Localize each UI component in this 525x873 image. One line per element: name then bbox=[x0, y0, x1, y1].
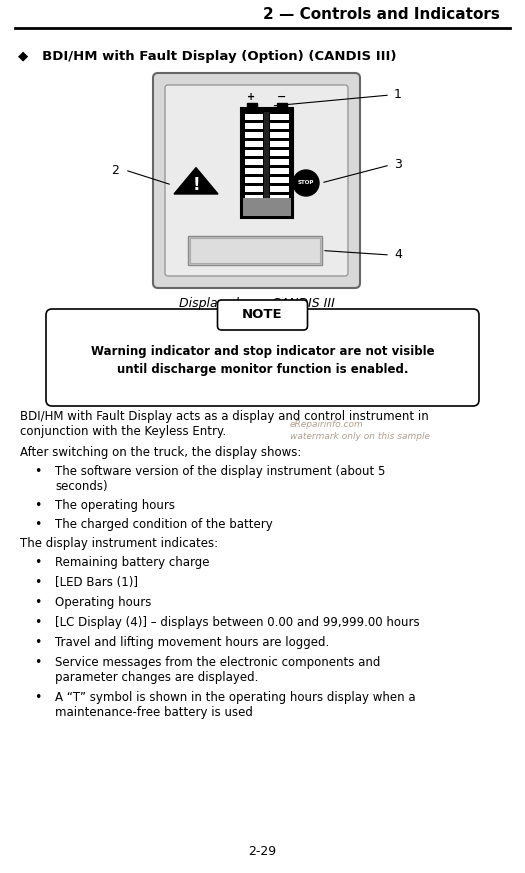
Bar bbox=[270, 141, 289, 147]
Bar bbox=[247, 103, 257, 108]
Bar bbox=[240, 108, 292, 218]
Bar bbox=[270, 195, 289, 201]
Text: The charged condition of the battery: The charged condition of the battery bbox=[55, 518, 273, 531]
Text: −: − bbox=[277, 92, 286, 102]
Text: BDI/HM with Fault Display acts as a display and control instrument in: BDI/HM with Fault Display acts as a disp… bbox=[20, 410, 429, 423]
Text: conjunction with the Keyless Entry.: conjunction with the Keyless Entry. bbox=[20, 425, 226, 438]
Text: maintenance-free battery is used: maintenance-free battery is used bbox=[55, 706, 253, 719]
Text: +: + bbox=[247, 92, 256, 102]
Text: •: • bbox=[34, 465, 41, 478]
Text: •: • bbox=[34, 556, 41, 569]
Text: The display instrument indicates:: The display instrument indicates: bbox=[20, 537, 218, 550]
Bar bbox=[245, 114, 263, 120]
Text: watermark only on this sample: watermark only on this sample bbox=[290, 432, 430, 441]
Bar bbox=[270, 177, 289, 183]
FancyBboxPatch shape bbox=[153, 73, 360, 288]
Text: 2 — Controls and Indicators: 2 — Controls and Indicators bbox=[263, 7, 500, 22]
Text: Display shows CANDIS III: Display shows CANDIS III bbox=[178, 297, 334, 310]
Text: The software version of the display instrument (about 5: The software version of the display inst… bbox=[55, 465, 385, 478]
Text: 1: 1 bbox=[394, 88, 402, 101]
Text: NOTE: NOTE bbox=[242, 308, 283, 321]
Text: Service messages from the electronic components and: Service messages from the electronic com… bbox=[55, 656, 381, 669]
Text: STOP: STOP bbox=[298, 181, 314, 185]
FancyBboxPatch shape bbox=[46, 309, 479, 406]
Text: [LED Bars (1)]: [LED Bars (1)] bbox=[55, 576, 138, 589]
Text: •: • bbox=[34, 656, 41, 669]
Text: Warning indicator and stop indicator are not visible: Warning indicator and stop indicator are… bbox=[91, 345, 434, 358]
Text: A “T” symbol is shown in the operating hours display when a: A “T” symbol is shown in the operating h… bbox=[55, 691, 416, 704]
Text: The operating hours: The operating hours bbox=[55, 499, 175, 512]
Text: eRepairinfo.com: eRepairinfo.com bbox=[290, 420, 364, 429]
Text: parameter changes are displayed.: parameter changes are displayed. bbox=[55, 671, 258, 684]
Bar bbox=[270, 114, 289, 120]
Text: •: • bbox=[34, 499, 41, 512]
Bar bbox=[245, 159, 263, 165]
Text: 4: 4 bbox=[394, 249, 402, 262]
Bar bbox=[245, 186, 263, 192]
Bar bbox=[245, 168, 263, 174]
Bar bbox=[243, 198, 290, 216]
Bar bbox=[270, 150, 289, 156]
Text: •: • bbox=[34, 691, 41, 704]
Bar bbox=[245, 195, 263, 201]
Text: •: • bbox=[34, 636, 41, 649]
Bar bbox=[270, 159, 289, 165]
Circle shape bbox=[293, 170, 319, 196]
Polygon shape bbox=[174, 168, 218, 194]
Text: until discharge monitor function is enabled.: until discharge monitor function is enab… bbox=[117, 363, 408, 376]
Text: Remaining battery charge: Remaining battery charge bbox=[55, 556, 209, 569]
Bar bbox=[245, 132, 263, 138]
Bar bbox=[188, 236, 322, 265]
Text: Operating hours: Operating hours bbox=[55, 596, 151, 609]
Text: •: • bbox=[34, 616, 41, 629]
Bar bbox=[190, 238, 320, 263]
Text: •: • bbox=[34, 576, 41, 589]
Bar bbox=[270, 132, 289, 138]
FancyBboxPatch shape bbox=[165, 85, 348, 276]
Text: Travel and lifting movement hours are logged.: Travel and lifting movement hours are lo… bbox=[55, 636, 329, 649]
Bar bbox=[270, 186, 289, 192]
Text: After switching on the truck, the display shows:: After switching on the truck, the displa… bbox=[20, 446, 301, 459]
Bar bbox=[264, 112, 269, 210]
Text: seconds): seconds) bbox=[55, 480, 108, 493]
Bar bbox=[245, 141, 263, 147]
Bar bbox=[270, 168, 289, 174]
Text: 2-29: 2-29 bbox=[248, 845, 276, 858]
Text: [LC Display (4)] – displays between 0.00 and 99,999.00 hours: [LC Display (4)] – displays between 0.00… bbox=[55, 616, 419, 629]
Text: •: • bbox=[34, 596, 41, 609]
FancyBboxPatch shape bbox=[217, 300, 308, 330]
Bar bbox=[245, 123, 263, 129]
Text: •: • bbox=[34, 518, 41, 531]
Text: 2: 2 bbox=[111, 163, 119, 176]
Bar bbox=[277, 103, 287, 108]
Text: ◆   BDI/HM with Fault Display (Option) (CANDIS III): ◆ BDI/HM with Fault Display (Option) (CA… bbox=[18, 50, 396, 63]
Text: !: ! bbox=[192, 176, 200, 194]
Bar bbox=[270, 123, 289, 129]
Text: 3: 3 bbox=[394, 159, 402, 171]
Bar bbox=[245, 177, 263, 183]
Bar bbox=[245, 150, 263, 156]
